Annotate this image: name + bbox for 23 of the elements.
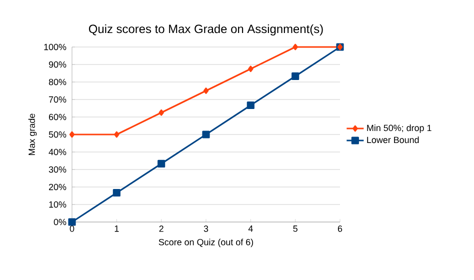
x-axis-title: Score on Quiz (out of 6) [158, 238, 254, 248]
y-axis-title: Max grade [28, 114, 37, 155]
x-tick-label: 6 [338, 226, 342, 232]
x-tick-label: 1 [114, 226, 119, 232]
y-tick-label: 90% [48, 61, 66, 68]
y-tick-label: 60% [48, 114, 66, 120]
y-tick-label: 40% [48, 148, 66, 156]
y-tick-label: 70% [48, 96, 66, 103]
y-tick-label: 30% [48, 166, 66, 173]
x-tick-label: 4 [248, 226, 253, 232]
x-tick-label: 2 [159, 226, 164, 232]
y-tick-label: 100% [44, 44, 66, 50]
legend-label: Min 50%; drop 1 [367, 124, 432, 133]
chart-title: Quiz scores to Max Grade on Assignment(s) [88, 24, 323, 36]
x-tick-label: 0 [70, 226, 74, 232]
legend-label: Lower Bound [367, 136, 419, 144]
y-tick-label: 10% [49, 201, 66, 208]
x-tick-label: 5 [293, 226, 298, 232]
y-tick-label: 50% [48, 131, 66, 138]
y-tick-label: 0% [54, 218, 66, 226]
y-tick-label: 80% [48, 78, 66, 86]
x-tick-label: 3 [204, 226, 208, 232]
y-tick-label: 20% [48, 184, 66, 190]
